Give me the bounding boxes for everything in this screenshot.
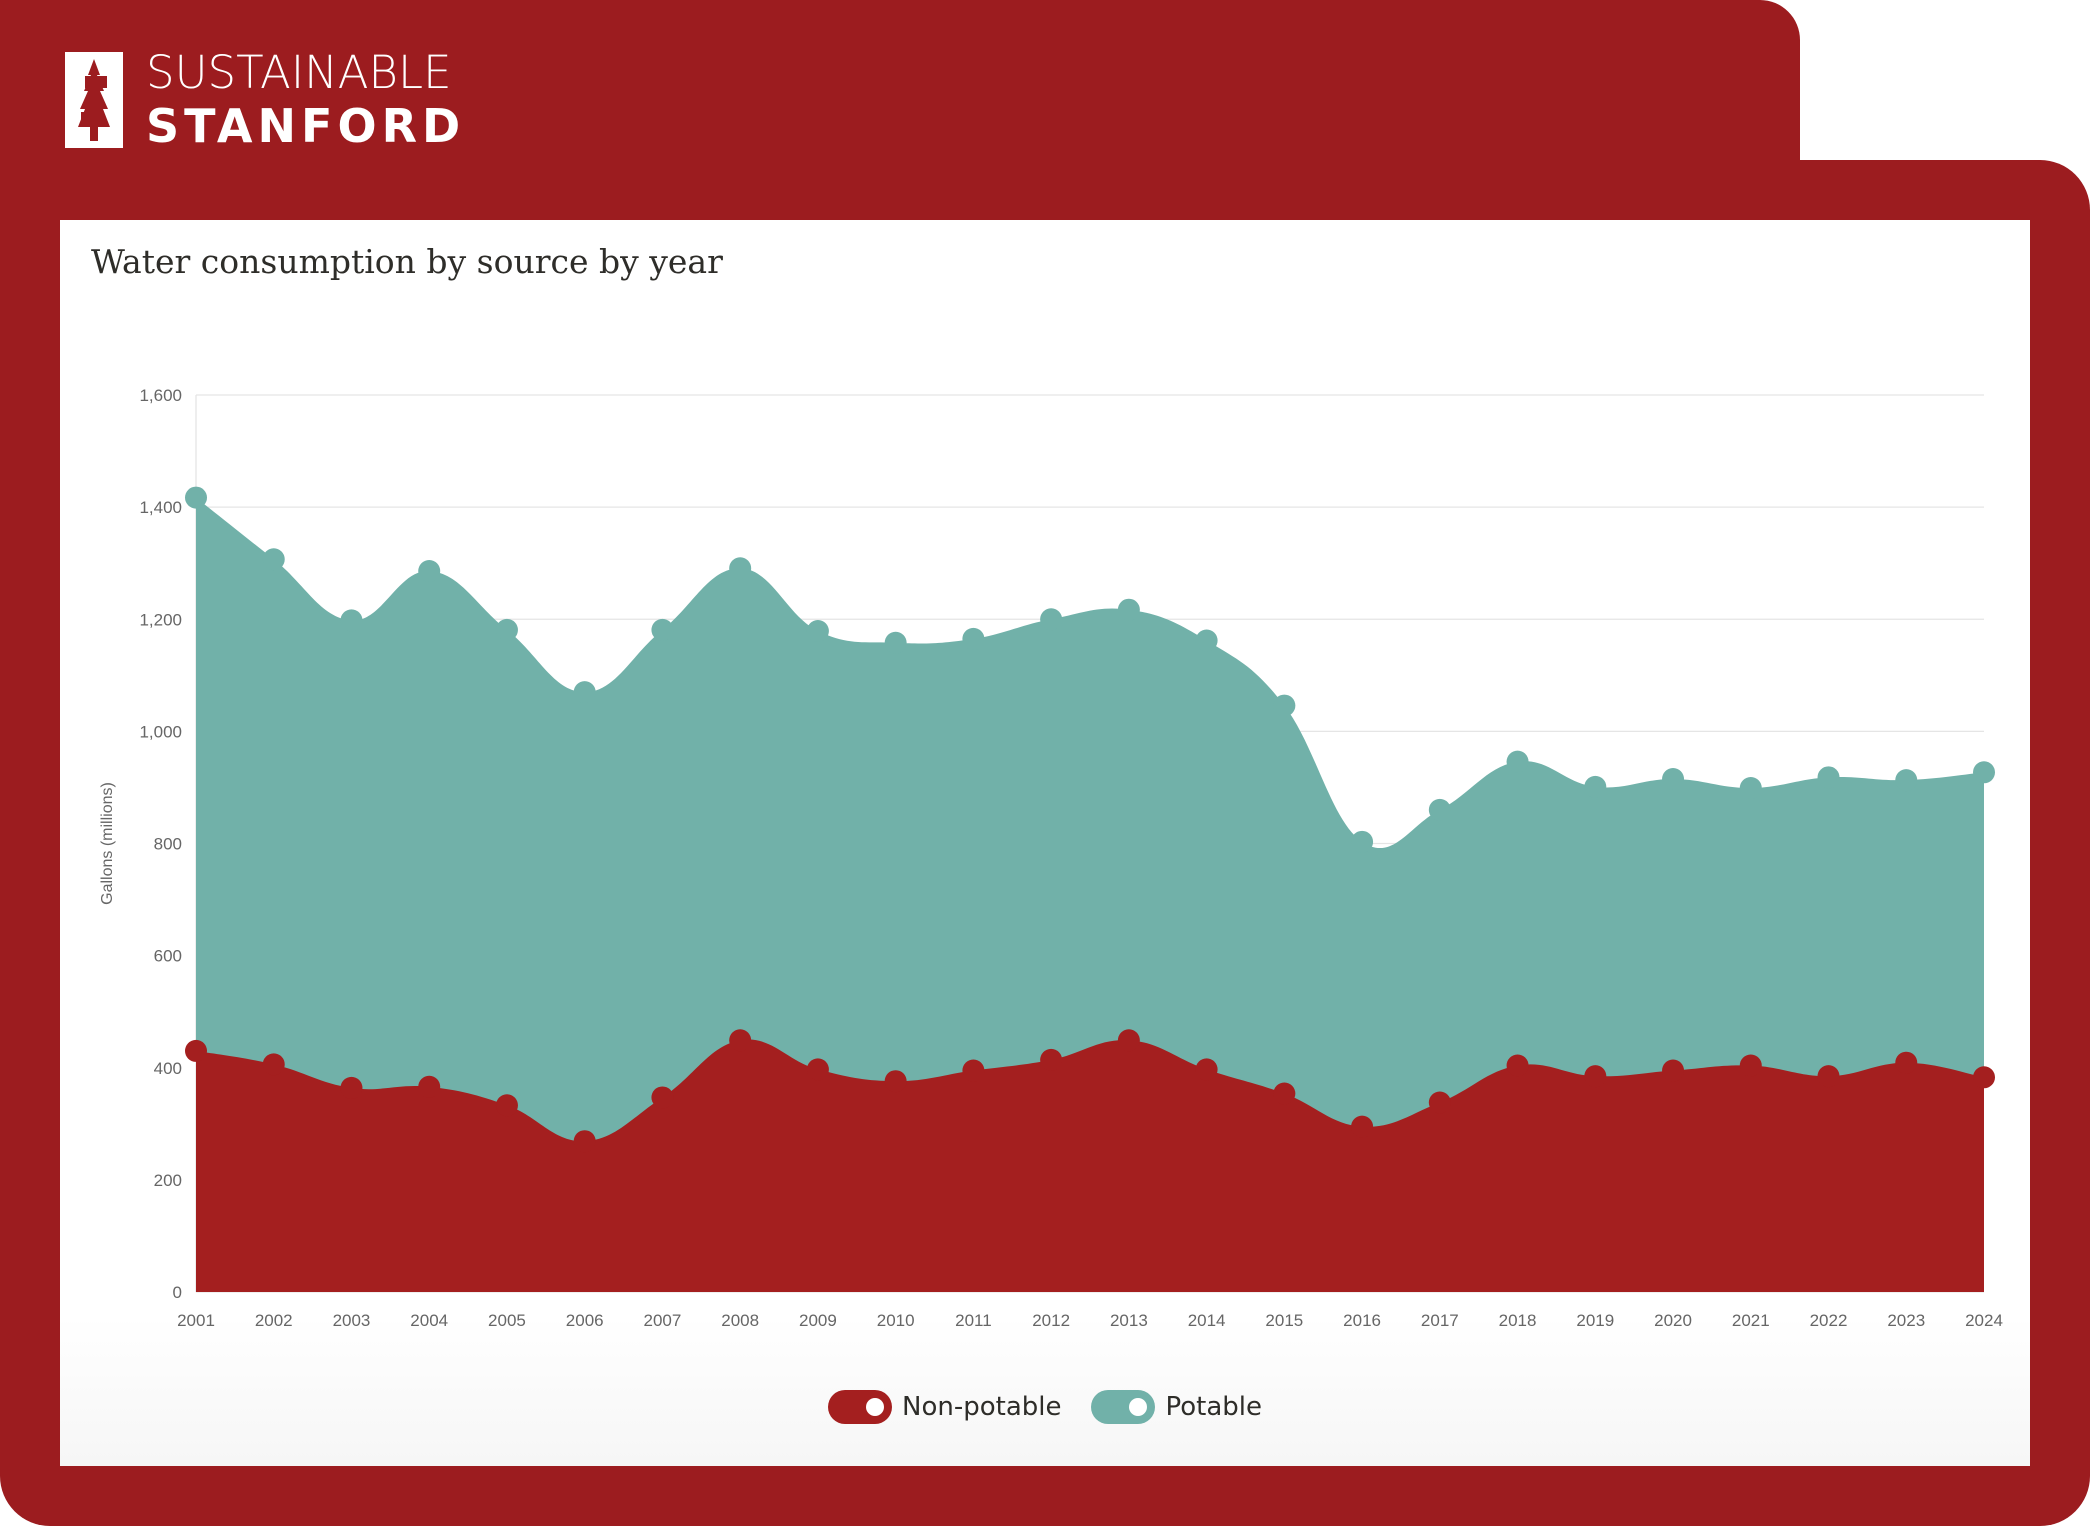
x-tick-label: 2001 <box>177 1311 215 1330</box>
point-potable <box>495 618 518 641</box>
legend-label: Non-potable <box>902 1392 1062 1422</box>
logo-line-2: STANFORD <box>146 99 466 153</box>
point-potable <box>185 486 207 509</box>
area-non-potable <box>196 1039 1984 1292</box>
legend-label: Potable <box>1165 1392 1262 1422</box>
x-tick-label: 2003 <box>333 1311 371 1330</box>
x-tick-label: 2007 <box>644 1311 682 1330</box>
x-tick-label: 2017 <box>1421 1311 1459 1330</box>
x-tick-label: 2009 <box>799 1311 837 1330</box>
sustainable-stanford-logo[interactable]: SUSTAINABLE STANFORD <box>62 50 465 149</box>
x-tick-label: 2005 <box>488 1311 526 1330</box>
x-tick-label: 2020 <box>1654 1311 1692 1330</box>
area-chart: 0 200 400 600 800 1,000 1,200 1,400 1,600 2001 200… <box>99 386 2003 1330</box>
point-non-potable <box>262 1053 285 1076</box>
stanford-s-tree-icon <box>65 51 123 148</box>
logo-line-1: SUSTAINABLE <box>146 46 452 99</box>
legend: Non-potable Potable <box>60 1390 2030 1424</box>
x-tick-label: 2024 <box>1965 1311 2003 1330</box>
legend-item-non-potable[interactable]: Non-potable <box>828 1390 1061 1424</box>
point-potable <box>962 627 985 650</box>
point-non-potable <box>729 1029 752 1052</box>
point-non-potable <box>1584 1065 1607 1088</box>
y-tick-label: 1,000 <box>139 722 182 741</box>
point-non-potable <box>1817 1065 1840 1088</box>
point-non-potable <box>340 1076 363 1099</box>
point-potable <box>806 620 829 643</box>
x-tick-label: 2022 <box>1810 1311 1848 1330</box>
point-non-potable <box>1662 1059 1685 1082</box>
point-potable <box>1040 608 1063 631</box>
point-potable <box>884 631 907 654</box>
toggle-icon[interactable] <box>828 1390 892 1424</box>
x-tick-label: 2023 <box>1887 1311 1925 1330</box>
x-tick-label: 2019 <box>1576 1311 1614 1330</box>
point-potable <box>729 557 752 580</box>
y-tick-label: 600 <box>154 947 182 966</box>
toggle-icon[interactable] <box>1091 1390 1156 1424</box>
x-tick-label: 2002 <box>255 1311 293 1330</box>
point-potable <box>651 618 674 641</box>
x-tick-label: 2012 <box>1032 1311 1070 1330</box>
x-tick-label: 2004 <box>410 1311 448 1330</box>
point-potable <box>1662 768 1685 791</box>
point-non-potable <box>1895 1051 1918 1074</box>
x-tick-label: 2018 <box>1499 1311 1537 1330</box>
point-non-potable <box>1351 1115 1374 1138</box>
point-potable <box>1117 598 1140 621</box>
point-non-potable <box>1195 1058 1218 1081</box>
x-tick-label: 2014 <box>1188 1311 1226 1330</box>
y-tick-label: 1,400 <box>139 498 182 517</box>
point-non-potable <box>806 1058 829 1081</box>
y-tick-label: 0 <box>173 1283 182 1302</box>
point-potable <box>1973 761 1995 784</box>
point-non-potable <box>1117 1029 1140 1052</box>
point-non-potable <box>185 1039 207 1062</box>
point-non-potable <box>1973 1066 1995 1089</box>
point-potable <box>1584 775 1607 798</box>
point-non-potable <box>1040 1048 1063 1071</box>
point-non-potable <box>1428 1091 1451 1114</box>
point-potable <box>1817 766 1840 789</box>
point-non-potable <box>651 1086 674 1109</box>
y-axis-label: Gallons (millions) <box>99 782 116 905</box>
x-tick-label: 2011 <box>955 1311 992 1330</box>
x-tick-label: 2010 <box>877 1311 915 1330</box>
x-tick-label: 2016 <box>1343 1311 1381 1330</box>
point-non-potable <box>1273 1082 1296 1105</box>
chart-title: Water consumption by source by year <box>91 242 723 281</box>
point-non-potable <box>884 1070 907 1093</box>
y-tick-label: 200 <box>154 1171 182 1190</box>
y-tick-label: 1,600 <box>139 386 182 405</box>
chart-panel: Water consumption by source by year 0 200… <box>60 220 2030 1466</box>
point-potable <box>1195 629 1218 652</box>
point-non-potable <box>495 1094 518 1117</box>
point-non-potable <box>1739 1054 1762 1077</box>
point-potable <box>1506 750 1529 773</box>
point-potable <box>262 548 285 571</box>
point-potable <box>1351 830 1374 853</box>
point-potable <box>1739 776 1762 799</box>
point-potable <box>1428 798 1451 821</box>
x-tick-label: 2006 <box>566 1311 604 1330</box>
x-tick-label: 2008 <box>721 1311 759 1330</box>
point-potable <box>418 560 441 583</box>
x-tick-label: 2021 <box>1732 1311 1770 1330</box>
point-non-potable <box>962 1059 985 1082</box>
y-tick-label: 1,200 <box>139 610 182 629</box>
x-tick-label: 2013 <box>1110 1311 1148 1330</box>
y-tick-label: 800 <box>154 835 182 854</box>
point-potable <box>1895 769 1918 792</box>
point-non-potable <box>1506 1054 1529 1077</box>
x-tick-label: 2015 <box>1265 1311 1303 1330</box>
point-non-potable <box>573 1130 596 1153</box>
point-potable <box>573 681 596 704</box>
point-potable <box>1273 694 1296 717</box>
point-potable <box>340 609 363 632</box>
legend-item-potable[interactable]: Potable <box>1091 1390 1262 1424</box>
point-non-potable <box>418 1075 441 1098</box>
y-tick-label: 400 <box>154 1059 182 1078</box>
